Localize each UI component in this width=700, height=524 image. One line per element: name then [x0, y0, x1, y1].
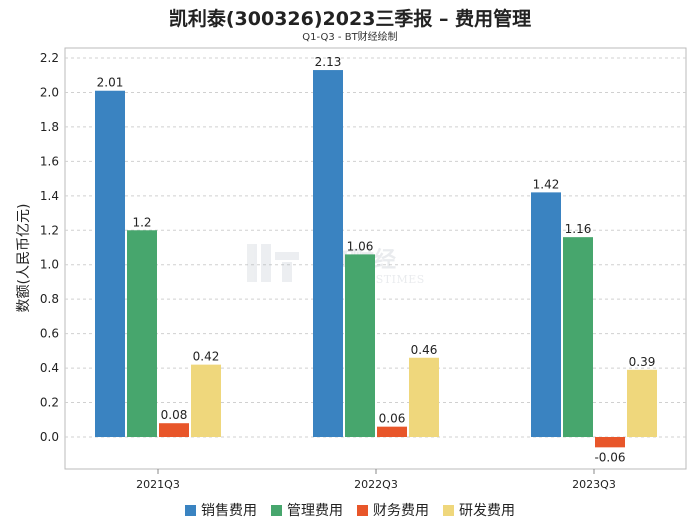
y-tick-label: 1.4	[40, 189, 59, 203]
legend-swatch	[185, 504, 196, 516]
legend-swatch	[443, 504, 454, 516]
y-tick-label: 0.0	[40, 430, 59, 444]
legend-label: 管理费用	[287, 503, 343, 519]
bar	[345, 254, 375, 437]
bar	[159, 423, 189, 437]
legend-label: 销售费用	[201, 503, 257, 519]
data-labels: 2.01 1.2 0.08 0.42 2.13 1.06 0.06 0.46 1.42 1.16 -…	[97, 55, 656, 464]
data-label: 0.06	[379, 412, 406, 426]
legend: 销售费用 管理费用 财务费用 研发费用	[0, 500, 700, 520]
bar	[595, 437, 625, 448]
legend-swatch	[271, 504, 282, 516]
data-label: -0.06	[594, 450, 625, 464]
y-tick-label: 0.2	[40, 396, 59, 410]
x-tick-label: 2021Q3	[136, 478, 180, 491]
legend-item: 管理费用	[271, 500, 343, 520]
legend-item: 销售费用	[185, 500, 257, 520]
y-tick-label: 1.2	[40, 223, 59, 237]
x-tick-label: 2023Q3	[572, 478, 616, 491]
y-tick-label: 1.0	[40, 258, 59, 272]
chart-subtitle: Q1-Q3 - BT财经绘制	[302, 32, 398, 43]
data-label: 1.2	[132, 215, 151, 229]
chart-title: 凯利泰(300326)2023三季报 – 费用管理	[168, 8, 532, 30]
y-axis: 0.0 0.2 0.4 0.6 0.8 1.0 1.2 1.4 1.6 1.8 2.0 2.2	[40, 51, 59, 444]
bar	[313, 70, 343, 438]
y-tick-label: 2.0	[40, 85, 59, 99]
y-tick-label: 0.8	[40, 292, 59, 306]
data-label: 0.46	[411, 343, 438, 357]
y-tick-label: 2.2	[40, 51, 59, 65]
data-label: 2.01	[97, 76, 124, 90]
bars	[95, 70, 657, 448]
bar	[191, 364, 221, 437]
y-tick-label: 1.8	[40, 120, 59, 134]
data-label: 1.06	[347, 239, 374, 253]
y-tick-label: 0.4	[40, 361, 59, 375]
bar	[531, 192, 561, 437]
x-tick-label: 2022Q3	[354, 478, 398, 491]
bar	[563, 237, 593, 437]
data-label: 1.42	[533, 177, 560, 191]
data-label: 0.08	[161, 408, 188, 422]
x-axis: 2021Q3 2022Q3 2023Q3	[136, 469, 616, 491]
data-label: 2.13	[315, 55, 342, 69]
bar	[377, 426, 407, 437]
data-label: 1.16	[565, 222, 592, 236]
y-tick-label: 1.6	[40, 154, 59, 168]
y-tick-label: 0.6	[40, 327, 59, 341]
bar	[627, 369, 657, 437]
legend-swatch	[357, 504, 368, 516]
bar	[127, 230, 157, 437]
legend-label: 研发费用	[459, 503, 515, 519]
legend-item: 研发费用	[443, 500, 515, 520]
bar	[409, 357, 439, 437]
data-label: 0.42	[193, 350, 220, 364]
y-axis-label: 数额(人民币亿元)	[16, 204, 32, 313]
data-label: 0.39	[629, 355, 656, 369]
legend-label: 财务费用	[373, 503, 429, 519]
bar	[95, 90, 125, 438]
legend-item: 财务费用	[357, 500, 429, 520]
